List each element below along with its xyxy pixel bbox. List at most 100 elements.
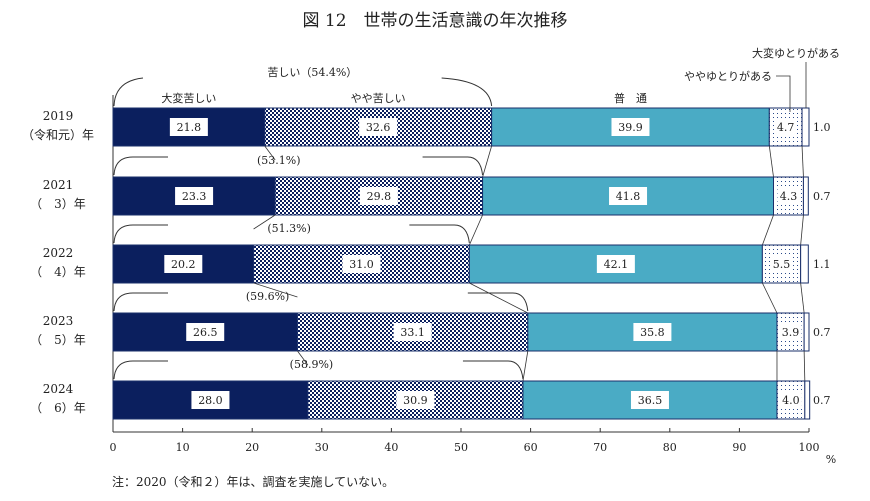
chart-title: 図 12 世帯の生活意識の年次推移 (302, 11, 567, 31)
data-label-box (359, 187, 398, 205)
data-label: 4.7 (777, 121, 795, 134)
connector-line (264, 145, 276, 161)
row-label-year: 2022 (43, 246, 74, 260)
group-total-label: (59.6%) (246, 290, 290, 303)
connector-line (253, 214, 276, 230)
data-label: 28.0 (198, 394, 223, 407)
data-label-box (359, 118, 398, 136)
series-label: 大変ゆとりがある (752, 46, 840, 60)
bar-segment (802, 176, 809, 216)
data-label-box (186, 323, 225, 341)
data-label-box (393, 323, 432, 341)
data-label: 41.8 (616, 190, 641, 203)
data-label: 4.0 (782, 394, 800, 407)
x-tick-label: 60 (524, 441, 538, 454)
bracket-right (409, 224, 470, 244)
bar-segment (112, 312, 298, 352)
data-label-box (164, 255, 203, 273)
connector-line (469, 282, 528, 314)
data-label: 35.8 (640, 326, 665, 339)
series-label: ややゆとりがある (684, 69, 772, 83)
bracket-right (422, 156, 484, 176)
data-label: 31.0 (349, 258, 374, 271)
x-tick-label: 0 (110, 441, 117, 454)
x-tick-label: 30 (315, 441, 329, 454)
data-label: 0.7 (813, 326, 831, 339)
bar-segment (801, 107, 810, 147)
data-label-box (191, 391, 230, 409)
connector-line (762, 282, 778, 314)
x-tick-label: 100 (799, 441, 820, 454)
group-total-label: (53.1%) (257, 154, 301, 167)
data-label: 5.5 (773, 258, 791, 271)
connector-line (800, 214, 804, 246)
data-label: 32.6 (366, 121, 391, 134)
data-label-box (396, 391, 435, 409)
row-label-year: 2019 (43, 109, 74, 123)
bracket-left (113, 360, 134, 380)
data-label-box (342, 255, 381, 273)
x-unit-label: % (826, 453, 836, 466)
bracket-left (113, 224, 134, 244)
connector-line (468, 214, 483, 246)
series-label: やや苦しい (351, 92, 406, 105)
data-label-box (779, 391, 802, 409)
data-label: 29.8 (367, 190, 392, 203)
row-label-era: （ 6）年 (30, 401, 86, 415)
data-label: 42.1 (604, 258, 629, 271)
group-total-label: (58.9%) (290, 358, 334, 371)
connector-line (761, 214, 774, 246)
data-label: 39.9 (618, 121, 643, 134)
footnote: 注：2020（令和２）年は、調査を実施していない。 (112, 474, 394, 489)
bracket-left (113, 77, 144, 107)
data-label: 0.7 (813, 190, 831, 203)
bracket-left (113, 292, 134, 312)
connector-line (522, 350, 529, 382)
x-tick-label: 10 (176, 441, 190, 454)
connector-line (801, 145, 804, 178)
row-label-year: 2024 (43, 382, 74, 396)
connector-line (800, 282, 805, 314)
connector-line (803, 350, 806, 382)
bracket-right (467, 292, 529, 312)
connector-line (253, 282, 298, 298)
series-label: 大変苦しい (161, 91, 216, 105)
bracket-right (462, 360, 524, 380)
connector-line (768, 145, 774, 178)
data-label-box (777, 187, 800, 205)
bar-segment (804, 380, 811, 420)
bar-segment (800, 244, 809, 284)
data-label: 3.9 (782, 326, 800, 339)
data-label-box (774, 118, 797, 136)
data-label-box (779, 323, 802, 341)
data-label: 26.5 (193, 326, 218, 339)
data-label: 23.3 (182, 190, 207, 203)
series-leader-line (776, 75, 791, 112)
x-tick-label: 40 (384, 441, 398, 454)
x-tick-label: 80 (663, 441, 677, 454)
x-tick-label: 70 (593, 441, 607, 454)
row-label-era: （ 5）年 (30, 333, 86, 347)
data-label-box (770, 255, 793, 273)
data-label-box (169, 118, 208, 136)
bar-segment (803, 312, 810, 352)
data-label: 33.1 (400, 326, 425, 339)
row-label-era: （ 4）年 (30, 265, 86, 279)
data-label: 0.7 (813, 394, 831, 407)
data-label: 4.3 (780, 190, 798, 203)
bracket-right (441, 77, 493, 107)
x-tick-label: 90 (732, 441, 746, 454)
data-label: 1.0 (813, 121, 831, 134)
row-label-era: （令和元）年 (22, 127, 94, 142)
row-label-year: 2023 (43, 314, 74, 328)
connector-line (482, 145, 493, 178)
data-label-box (611, 118, 650, 136)
data-label-box (596, 255, 635, 273)
data-label-box (609, 187, 648, 205)
data-label: 1.1 (813, 258, 831, 271)
data-label-box (175, 187, 214, 205)
group-total-label: 苦しい（54.4%） (267, 66, 357, 79)
x-tick-label: 20 (245, 441, 259, 454)
connector-line (297, 350, 309, 366)
